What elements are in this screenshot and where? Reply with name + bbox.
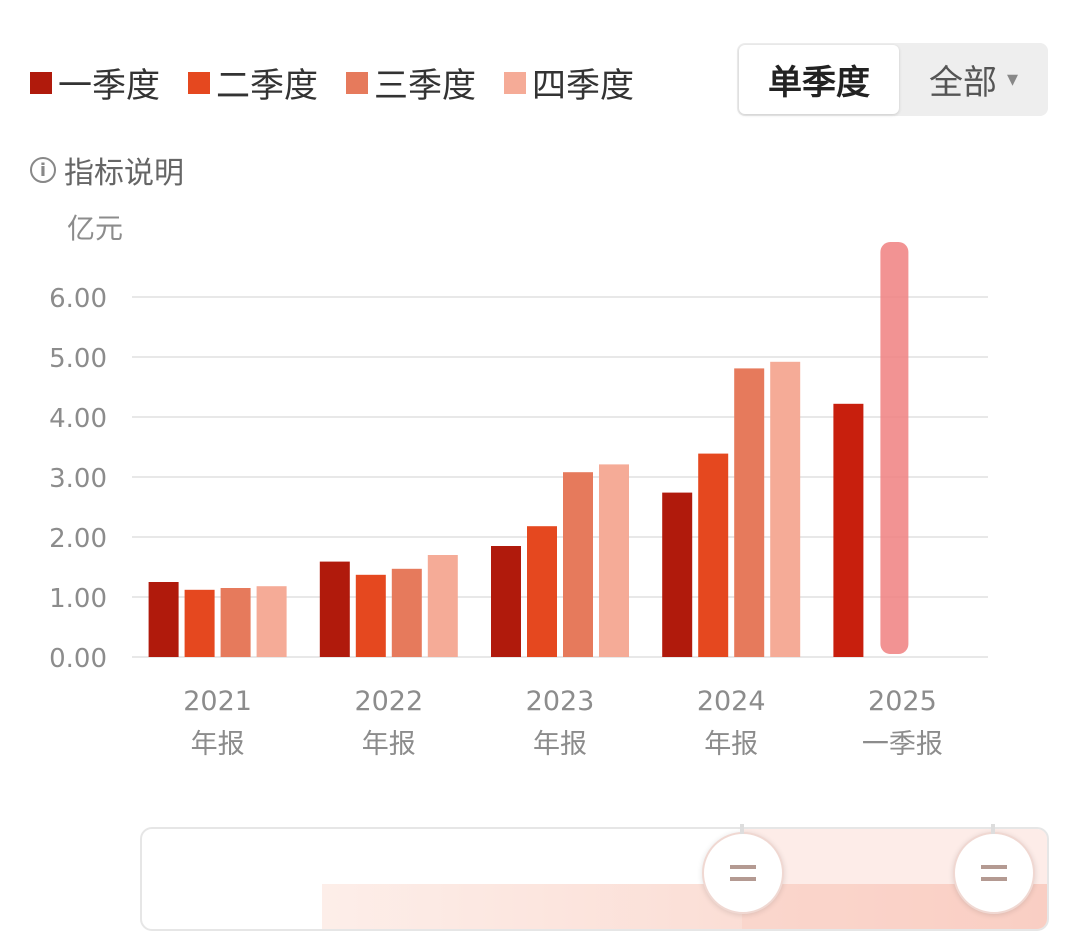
range-navigator[interactable]: [140, 827, 1049, 931]
bar-chart: 亿元 0.00 1.00 2.00 3.00 4.00 5.00 6.00 2021 年报 202…: [49, 212, 988, 760]
legend-item-q4[interactable]: 四季度: [504, 58, 634, 107]
all-dropdown[interactable]: 全部 ▾: [899, 43, 1048, 116]
bar-2024-q1[interactable]: [662, 492, 693, 657]
handle-pin: [991, 824, 995, 834]
drag-handle-icon: [981, 865, 1007, 881]
bar-2022-q4[interactable]: [427, 555, 458, 657]
x-tick-period: 年报: [704, 729, 758, 760]
x-tick-year: 2024: [697, 686, 766, 717]
bar-2022-q1[interactable]: [319, 561, 350, 657]
bar-2023-q1[interactable]: [491, 546, 521, 657]
legend-item-q2[interactable]: 二季度: [188, 58, 318, 107]
bar-2022-q3[interactable]: [391, 568, 422, 657]
indicator-info-label: 指标说明: [64, 156, 184, 191]
bar-2021-q4[interactable]: [256, 586, 287, 657]
all-dropdown-label: 全部: [928, 63, 997, 103]
x-tick-year: 2025: [868, 686, 937, 717]
legend-swatch-q4: [504, 71, 526, 94]
bar-2024-q2[interactable]: [698, 453, 729, 657]
legend-label-q3: 三季度: [374, 66, 476, 106]
handle-pin: [740, 824, 744, 834]
navigator-left-handle[interactable]: [702, 824, 784, 914]
bar-2023-q3[interactable]: [563, 472, 593, 657]
y-tick-label: 1.00: [49, 584, 107, 614]
x-tick-period: 年报: [362, 729, 416, 760]
legend-item-q1[interactable]: 一季度: [30, 58, 160, 107]
bar-2022-q2[interactable]: [355, 574, 386, 657]
legend-label-q4: 四季度: [532, 66, 634, 106]
y-tick-label: 5.00: [49, 344, 107, 374]
chevron-down-icon: ▾: [1006, 67, 1019, 92]
bar-2021-q1[interactable]: [148, 582, 179, 657]
single-quarter-button[interactable]: 单季度: [739, 45, 899, 114]
drag-handle-icon: [730, 865, 756, 881]
y-axis-unit: 亿元: [67, 212, 123, 245]
info-icon: i: [30, 157, 56, 183]
legend-swatch-q1: [30, 71, 52, 94]
legend-swatch-q2: [188, 71, 210, 94]
indicator-info-link[interactable]: i 指标说明: [30, 148, 184, 192]
x-tick-period: 年报: [533, 729, 587, 760]
bar-2023-q2[interactable]: [527, 526, 557, 657]
x-tick-year: 2023: [526, 686, 595, 717]
x-tick-period: 年报: [191, 729, 245, 760]
y-tick-label: 0.00: [49, 644, 107, 674]
x-tick-period: 一季报: [862, 729, 943, 760]
period-toggle: 单季度 全部 ▾: [737, 43, 1048, 116]
x-tick-year: 2021: [183, 686, 252, 717]
bar-2021-q3[interactable]: [220, 588, 251, 657]
bar-2024-q4[interactable]: [770, 361, 801, 657]
bar-2024-q3[interactable]: [734, 368, 765, 657]
bar-2023-q4[interactable]: [599, 464, 629, 657]
y-tick-label: 2.00: [49, 524, 107, 554]
bar-2021-q2[interactable]: [184, 589, 215, 657]
x-tick-year: 2022: [354, 686, 423, 717]
legend-label-q2: 二季度: [216, 66, 318, 106]
legend: 一季度 二季度 三季度 四季度: [30, 58, 662, 107]
y-tick-label: 6.00: [49, 284, 107, 314]
y-tick-label: 3.00: [49, 464, 107, 494]
legend-item-q3[interactable]: 三季度: [346, 58, 476, 107]
highlight-band[interactable]: [880, 242, 909, 654]
legend-swatch-q3: [346, 71, 368, 94]
y-tick-label: 4.00: [49, 404, 107, 434]
legend-label-q1: 一季度: [58, 66, 160, 106]
bar-2025-q1[interactable]: [833, 403, 864, 657]
navigator-right-handle[interactable]: [953, 824, 1035, 914]
